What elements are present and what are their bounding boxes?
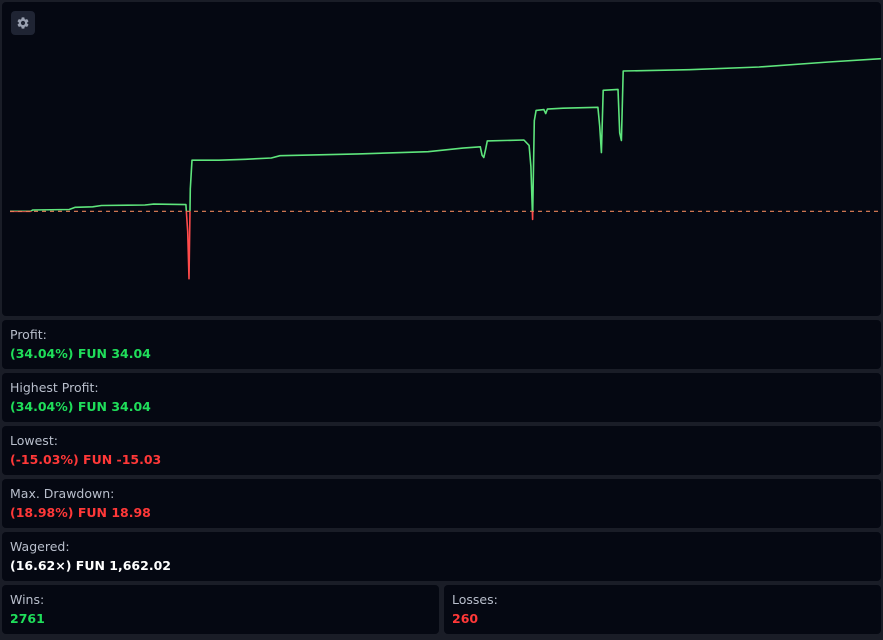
wins-label: Wins: <box>10 592 45 607</box>
wins-card: Wins: 2761 <box>2 585 439 634</box>
profit-card: Profit: (34.04%) FUN 34.04 <box>2 320 881 369</box>
losses-label: Losses: <box>452 592 498 607</box>
settings-button[interactable] <box>11 11 35 35</box>
losses-card: Losses: 260 <box>444 585 881 634</box>
profit-line-negative <box>10 211 534 280</box>
highest-profit-card: Highest Profit: (34.04%) FUN 34.04 <box>2 373 881 422</box>
highest-profit-label: Highest Profit: <box>10 380 99 395</box>
gear-icon <box>17 17 29 29</box>
losses-value: 260 <box>452 611 479 626</box>
profit-line-positive <box>10 57 881 212</box>
profit-label: Profit: <box>10 327 47 342</box>
wins-value: 2761 <box>10 611 45 626</box>
profit-value: (34.04%) FUN 34.04 <box>10 346 151 361</box>
lowest-card: Lowest: (-15.03%) FUN -15.03 <box>2 426 881 475</box>
wagered-label: Wagered: <box>10 539 70 554</box>
wagered-card: Wagered: (16.62×) FUN 1,662.02 <box>2 532 881 581</box>
highest-profit-value: (34.04%) FUN 34.04 <box>10 399 151 414</box>
lowest-label: Lowest: <box>10 433 58 448</box>
max-drawdown-value: (18.98%) FUN 18.98 <box>10 505 151 520</box>
profit-chart <box>2 2 881 316</box>
profit-chart-svg <box>10 57 881 280</box>
max-drawdown-card: Max. Drawdown: (18.98%) FUN 18.98 <box>2 479 881 528</box>
lowest-value: (-15.03%) FUN -15.03 <box>10 452 162 467</box>
max-drawdown-label: Max. Drawdown: <box>10 486 115 501</box>
wagered-value: (16.62×) FUN 1,662.02 <box>10 558 171 573</box>
